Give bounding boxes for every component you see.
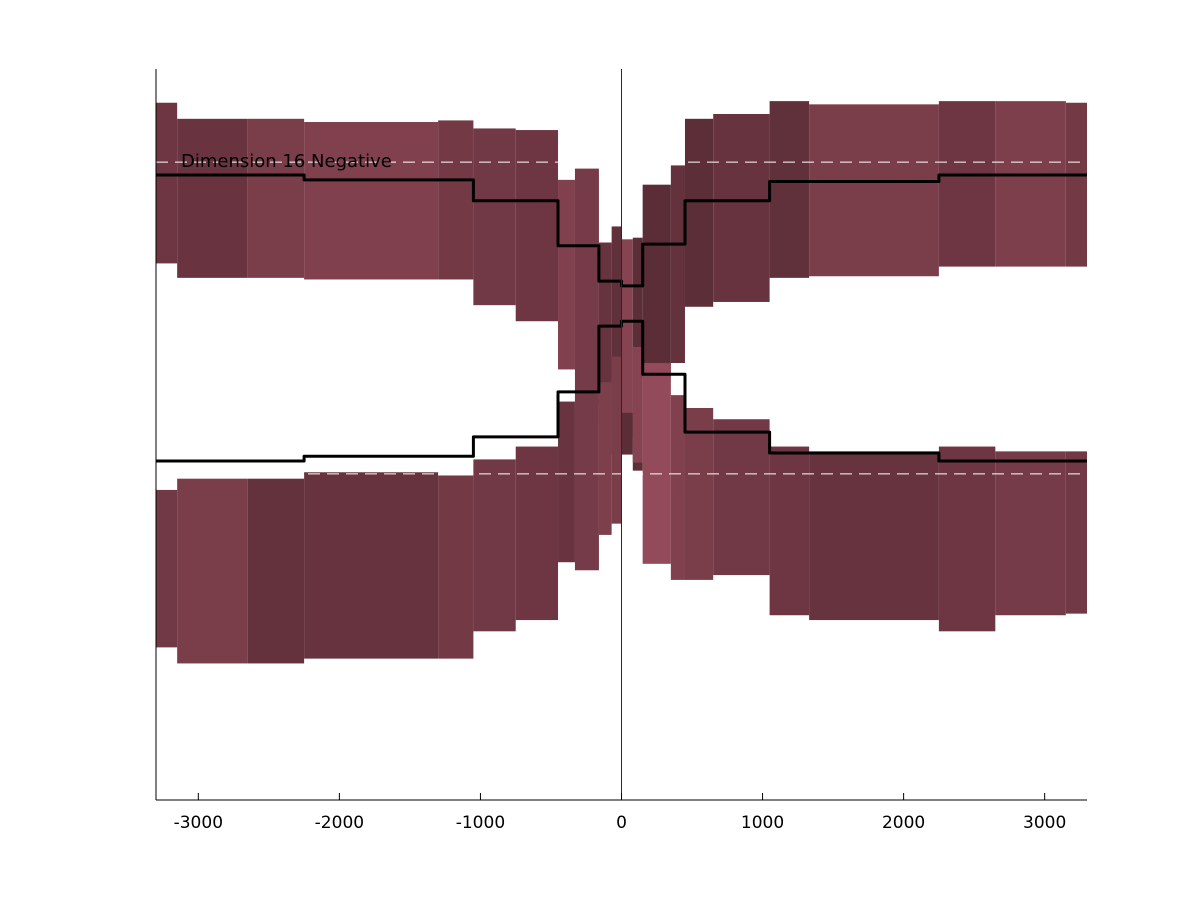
band-14 (670, 165, 685, 364)
band-18 (809, 104, 939, 277)
x-tick-label-5: 2000 (882, 813, 925, 833)
band-40 (809, 451, 939, 621)
band-13 (642, 184, 671, 378)
band-11 (621, 239, 633, 439)
band-24 (247, 478, 305, 664)
band-27 (473, 459, 516, 632)
band-0 (156, 102, 178, 264)
x-tick-label-0: -3000 (174, 813, 223, 833)
band-41 (938, 446, 996, 632)
x-tick-label-2: -1000 (456, 813, 505, 833)
chart-annotation: Dimension 16 Negative (181, 151, 392, 172)
band-16 (713, 113, 770, 302)
band-15 (684, 118, 714, 307)
band-38 (713, 419, 770, 576)
band-35 (642, 363, 671, 564)
band-31 (598, 382, 612, 535)
band-19 (938, 101, 996, 267)
band-1 (177, 118, 248, 278)
band-4 (438, 120, 474, 280)
x-tick-label-1: -2000 (315, 813, 364, 833)
band-43 (1065, 451, 1087, 614)
band-9 (598, 242, 612, 428)
band-33 (621, 412, 633, 455)
band-29 (558, 401, 575, 563)
band-8 (574, 168, 599, 404)
band-42 (995, 451, 1066, 616)
band-7 (558, 179, 575, 370)
band-34 (632, 346, 643, 463)
uncertainty-bands (156, 101, 1087, 664)
band-23 (177, 478, 248, 664)
band-21 (1065, 102, 1087, 267)
band-26 (438, 475, 474, 659)
band-28 (515, 446, 559, 621)
band-10 (611, 226, 622, 455)
band-25 (304, 472, 439, 659)
x-tick-label-3: 0 (616, 813, 627, 833)
band-2 (247, 118, 305, 278)
band-36 (670, 395, 685, 580)
x-tick-label-4: 1000 (741, 813, 784, 833)
band-30 (574, 398, 599, 571)
band-37 (684, 407, 714, 580)
x-tick-label-6: 3000 (1023, 813, 1066, 833)
band-20 (995, 101, 1066, 267)
band-32 (611, 356, 622, 524)
band-6 (515, 130, 559, 322)
band-17 (769, 101, 810, 278)
x-ticks: -3000 -2000 -1000 0 1000 2000 3000 (174, 793, 1066, 833)
band-22 (156, 489, 178, 648)
band-39 (769, 446, 810, 616)
band-3 (304, 122, 439, 280)
band-5 (473, 128, 516, 306)
